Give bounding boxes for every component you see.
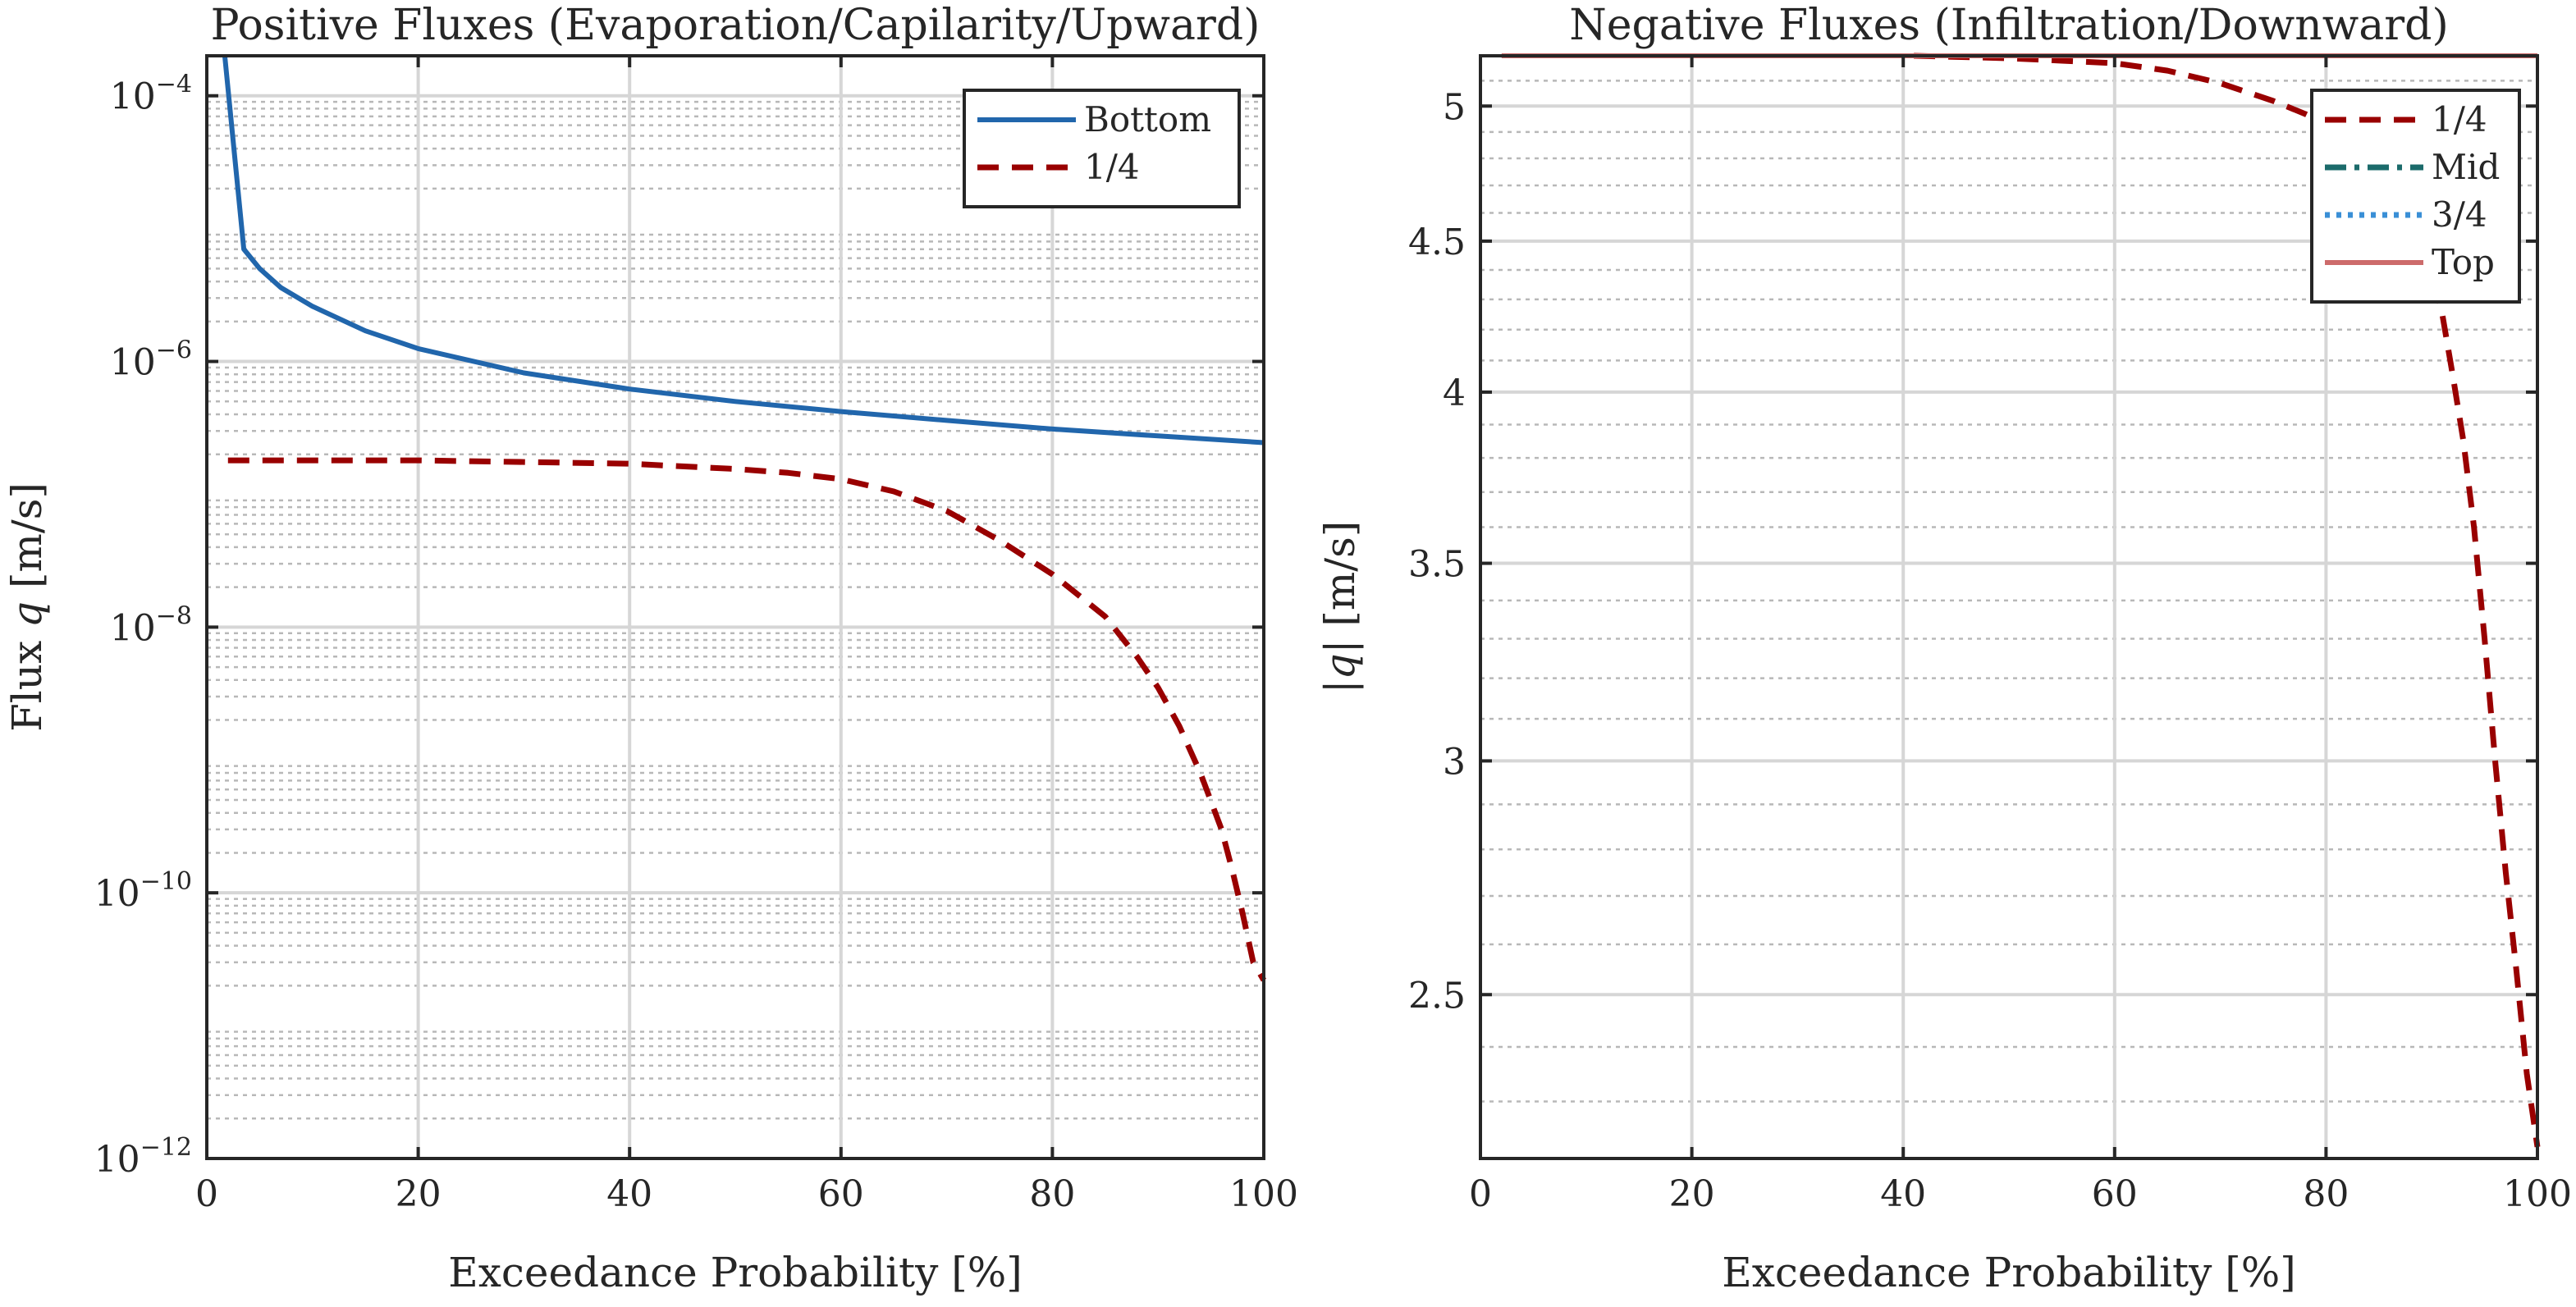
y-tick-label: 3.5: [1408, 544, 1466, 586]
chart-title: Positive Fluxes (Evaporation/Capilarity/…: [211, 1, 1261, 50]
x-tick-label: 0: [1469, 1173, 1492, 1215]
x-tick-label: 20: [396, 1173, 442, 1215]
minor-grid: [207, 54, 1264, 1120]
y-tick-label: 10−4: [110, 71, 192, 118]
x-tick-label: 40: [606, 1173, 652, 1215]
tick-marks: [1479, 56, 2539, 1158]
x-tick-label: 100: [2503, 1173, 2572, 1215]
y-tick-label: 2.5: [1408, 975, 1466, 1017]
legend-label: 3/4: [2432, 194, 2487, 235]
series-group: [222, 55, 1267, 982]
x-tick-label: 80: [1029, 1173, 1075, 1215]
major-grid: [205, 56, 1265, 1160]
legend-label: 1/4: [1084, 147, 1140, 187]
chart-2: 0 20 40 60 80 100 2.5 3 3.5 4 4.5 5 Negative Fluxes …: [1316, 1, 2572, 1296]
legend-label: Bottom: [1084, 99, 1211, 139]
legend-box: [963, 89, 1241, 208]
y-tick-label: 4: [1443, 372, 1466, 414]
y-tick-label: 10−10: [94, 867, 192, 915]
chart-1: 0 20 40 60 80 100 10−12 10−10 10−8 10−6 10−4 Positi…: [3, 1, 1298, 1296]
x-tick-label: 60: [818, 1173, 864, 1215]
y-tick-label: 5: [1443, 86, 1466, 128]
x-tick-label: 60: [2092, 1173, 2138, 1215]
series-line-1: [222, 55, 1265, 446]
chart-title: Negative Fluxes (Infiltration/Downward): [1569, 1, 2448, 50]
x-tick-label: 0: [195, 1173, 218, 1215]
x-tick-label: 40: [1880, 1173, 1926, 1215]
series-line-1: [1914, 53, 2541, 1148]
axes-box: [205, 54, 1265, 1160]
x-axis-label: Exceedance Probability [%]: [448, 1249, 1023, 1296]
legend: Bottom 1/4: [963, 89, 1241, 208]
y-tick-label: 10−6: [110, 336, 192, 384]
axes-box: [1479, 54, 2539, 1160]
legend-box: [2310, 89, 2521, 304]
x-tick-label: 20: [1669, 1173, 1715, 1215]
x-tick-label: 100: [1229, 1173, 1298, 1215]
y-axis-label: Flux q [m/s]: [3, 482, 51, 732]
legend: 1/4 Mid 3/4 Top: [2310, 89, 2521, 304]
y-tick-label: 10−12: [94, 1133, 192, 1181]
y-tick-label: 3: [1443, 741, 1466, 783]
x-axis-label: Exceedance Probability [%]: [1722, 1249, 2296, 1296]
y-axis-label: |q| [m/s]: [1316, 521, 1364, 694]
y-tick-label: 10−8: [110, 601, 192, 649]
legend-label: 1/4: [2432, 99, 2487, 139]
x-tick-label: 80: [2303, 1173, 2349, 1215]
legend-label: Mid: [2432, 147, 2500, 187]
series-line-2: [227, 457, 1267, 982]
y-tick-label: 4.5: [1408, 222, 1466, 263]
tick-marks: [205, 56, 1265, 1160]
legend-label: Top: [2432, 242, 2495, 282]
